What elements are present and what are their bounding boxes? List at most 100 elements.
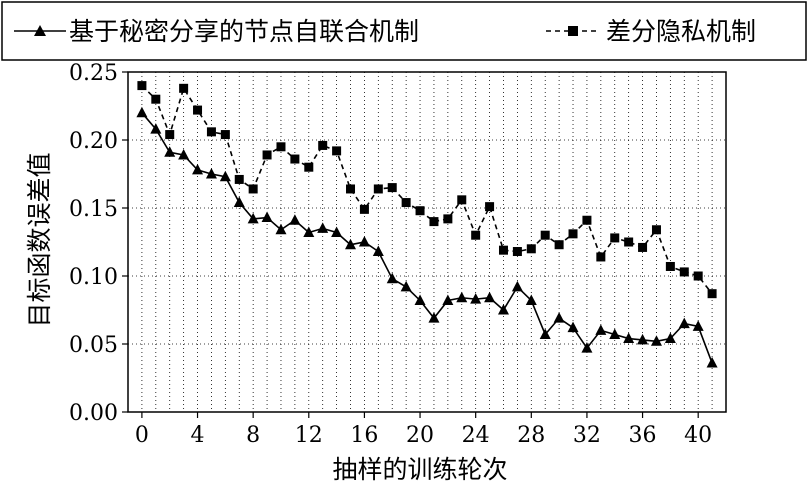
data-point-square <box>651 225 661 235</box>
data-point-triangle <box>470 293 482 304</box>
data-point-square <box>638 242 648 252</box>
data-point-square <box>679 267 689 277</box>
data-point-square <box>596 252 606 262</box>
data-point-square <box>707 289 717 299</box>
data-point-triangle <box>539 328 551 339</box>
x-tick-label: 12 <box>295 423 323 448</box>
data-point-triangle <box>525 294 537 305</box>
data-point-square <box>318 140 328 150</box>
data-point-square <box>485 202 495 212</box>
x-tick-label: 32 <box>573 423 601 448</box>
data-point-square <box>498 245 508 255</box>
data-point-triangle <box>164 146 176 157</box>
y-axis-title: 目标函数误差值 <box>25 152 54 327</box>
data-point-square <box>624 237 634 247</box>
data-point-square <box>429 217 439 227</box>
data-point-square <box>332 146 342 156</box>
data-point-triangle <box>219 170 231 182</box>
data-point-square <box>276 142 286 152</box>
data-point-square <box>220 130 230 140</box>
data-point-square <box>443 214 453 224</box>
y-tick-label: 0.25 <box>69 61 118 86</box>
data-point-triangle <box>456 291 468 303</box>
data-point-triangle <box>386 272 398 284</box>
data-point-square <box>262 150 272 160</box>
data-point-triangle <box>331 226 343 237</box>
data-point-triangle <box>136 106 148 118</box>
data-point-triangle <box>497 304 509 315</box>
x-tick-label: 36 <box>629 423 657 448</box>
data-point-square <box>415 206 425 216</box>
series-2 <box>137 81 717 299</box>
data-point-triangle <box>581 342 593 353</box>
x-tick-label: 8 <box>246 423 260 448</box>
data-point-square <box>290 154 300 164</box>
data-point-square <box>471 230 481 240</box>
legend-item-series-1: 基于秘密分享的节点自联合机制 <box>14 17 419 46</box>
data-point-triangle <box>233 196 245 208</box>
legend-label-series-2: 差分隐私机制 <box>606 17 756 46</box>
data-point-square <box>582 215 592 225</box>
data-point-square <box>304 162 314 172</box>
y-tick-label: 0.10 <box>69 265 118 290</box>
data-point-triangle <box>511 280 523 292</box>
legend-label-series-1: 基于秘密分享的节点自联合机制 <box>69 17 419 46</box>
plot-frame <box>127 71 727 413</box>
data-point-triangle <box>442 294 454 305</box>
data-point-square <box>206 127 216 137</box>
y-tick-label: 0.05 <box>69 333 118 358</box>
grid <box>127 72 727 412</box>
x-tick-label: 28 <box>517 423 545 448</box>
data-point-triangle <box>595 324 607 335</box>
data-point-square <box>401 198 411 208</box>
data-point-triangle <box>692 320 704 331</box>
data-point-triangle <box>414 294 426 305</box>
data-point-square <box>610 233 620 243</box>
data-point-triangle <box>484 291 496 303</box>
data-point-triangle <box>317 222 329 233</box>
data-point-triangle <box>345 238 357 250</box>
x-tick-label: 0 <box>135 423 149 448</box>
data-point-square <box>346 184 356 194</box>
data-point-triangle <box>178 148 190 160</box>
y-tick-label: 0.15 <box>69 197 118 222</box>
data-point-square <box>693 271 703 281</box>
data-point-triangle <box>150 123 162 134</box>
data-point-triangle <box>650 335 662 346</box>
legend-box <box>1 1 807 61</box>
data-point-triangle <box>289 214 301 225</box>
data-point-triangle <box>623 332 635 344</box>
data-point-triangle <box>664 332 676 344</box>
data-point-triangle <box>609 328 621 339</box>
y-tick-label: 0.20 <box>69 129 118 154</box>
x-axis-title: 抽样的训练轮次 <box>332 455 507 484</box>
data-point-square <box>387 183 397 193</box>
data-point-square <box>137 81 147 91</box>
y-tick-label: 0.00 <box>69 401 118 426</box>
data-point-triangle <box>261 211 273 223</box>
plot-area: 0 4 8 12 16 20 24 28 32 36 40 0.00 0.05 0.10 0.15 0.20… <box>69 61 727 448</box>
data-point-triangle <box>678 317 690 329</box>
y-axis-ticks: 0.00 0.05 0.10 0.15 0.20 0.25 <box>69 61 128 426</box>
data-point-triangle <box>706 357 718 368</box>
x-tick-label: 4 <box>191 423 205 448</box>
data-point-triangle <box>372 245 384 257</box>
data-point-triangle <box>400 280 412 292</box>
data-point-square <box>179 83 189 93</box>
data-point-square <box>665 261 675 271</box>
data-point-square <box>526 244 536 254</box>
x-tick-label: 40 <box>684 423 712 448</box>
data-point-square <box>373 184 383 194</box>
data-point-triangle <box>205 168 217 179</box>
x-tick-label: 20 <box>406 423 434 448</box>
legend-marker-triangle <box>34 25 46 36</box>
data-point-triangle <box>553 312 565 323</box>
series-line-2 <box>141 85 713 295</box>
data-point-triangle <box>247 212 259 224</box>
series-layer <box>136 81 718 368</box>
data-point-square <box>540 230 550 240</box>
data-point-square <box>457 195 467 205</box>
data-point-square <box>359 204 369 214</box>
data-point-square <box>248 184 258 194</box>
